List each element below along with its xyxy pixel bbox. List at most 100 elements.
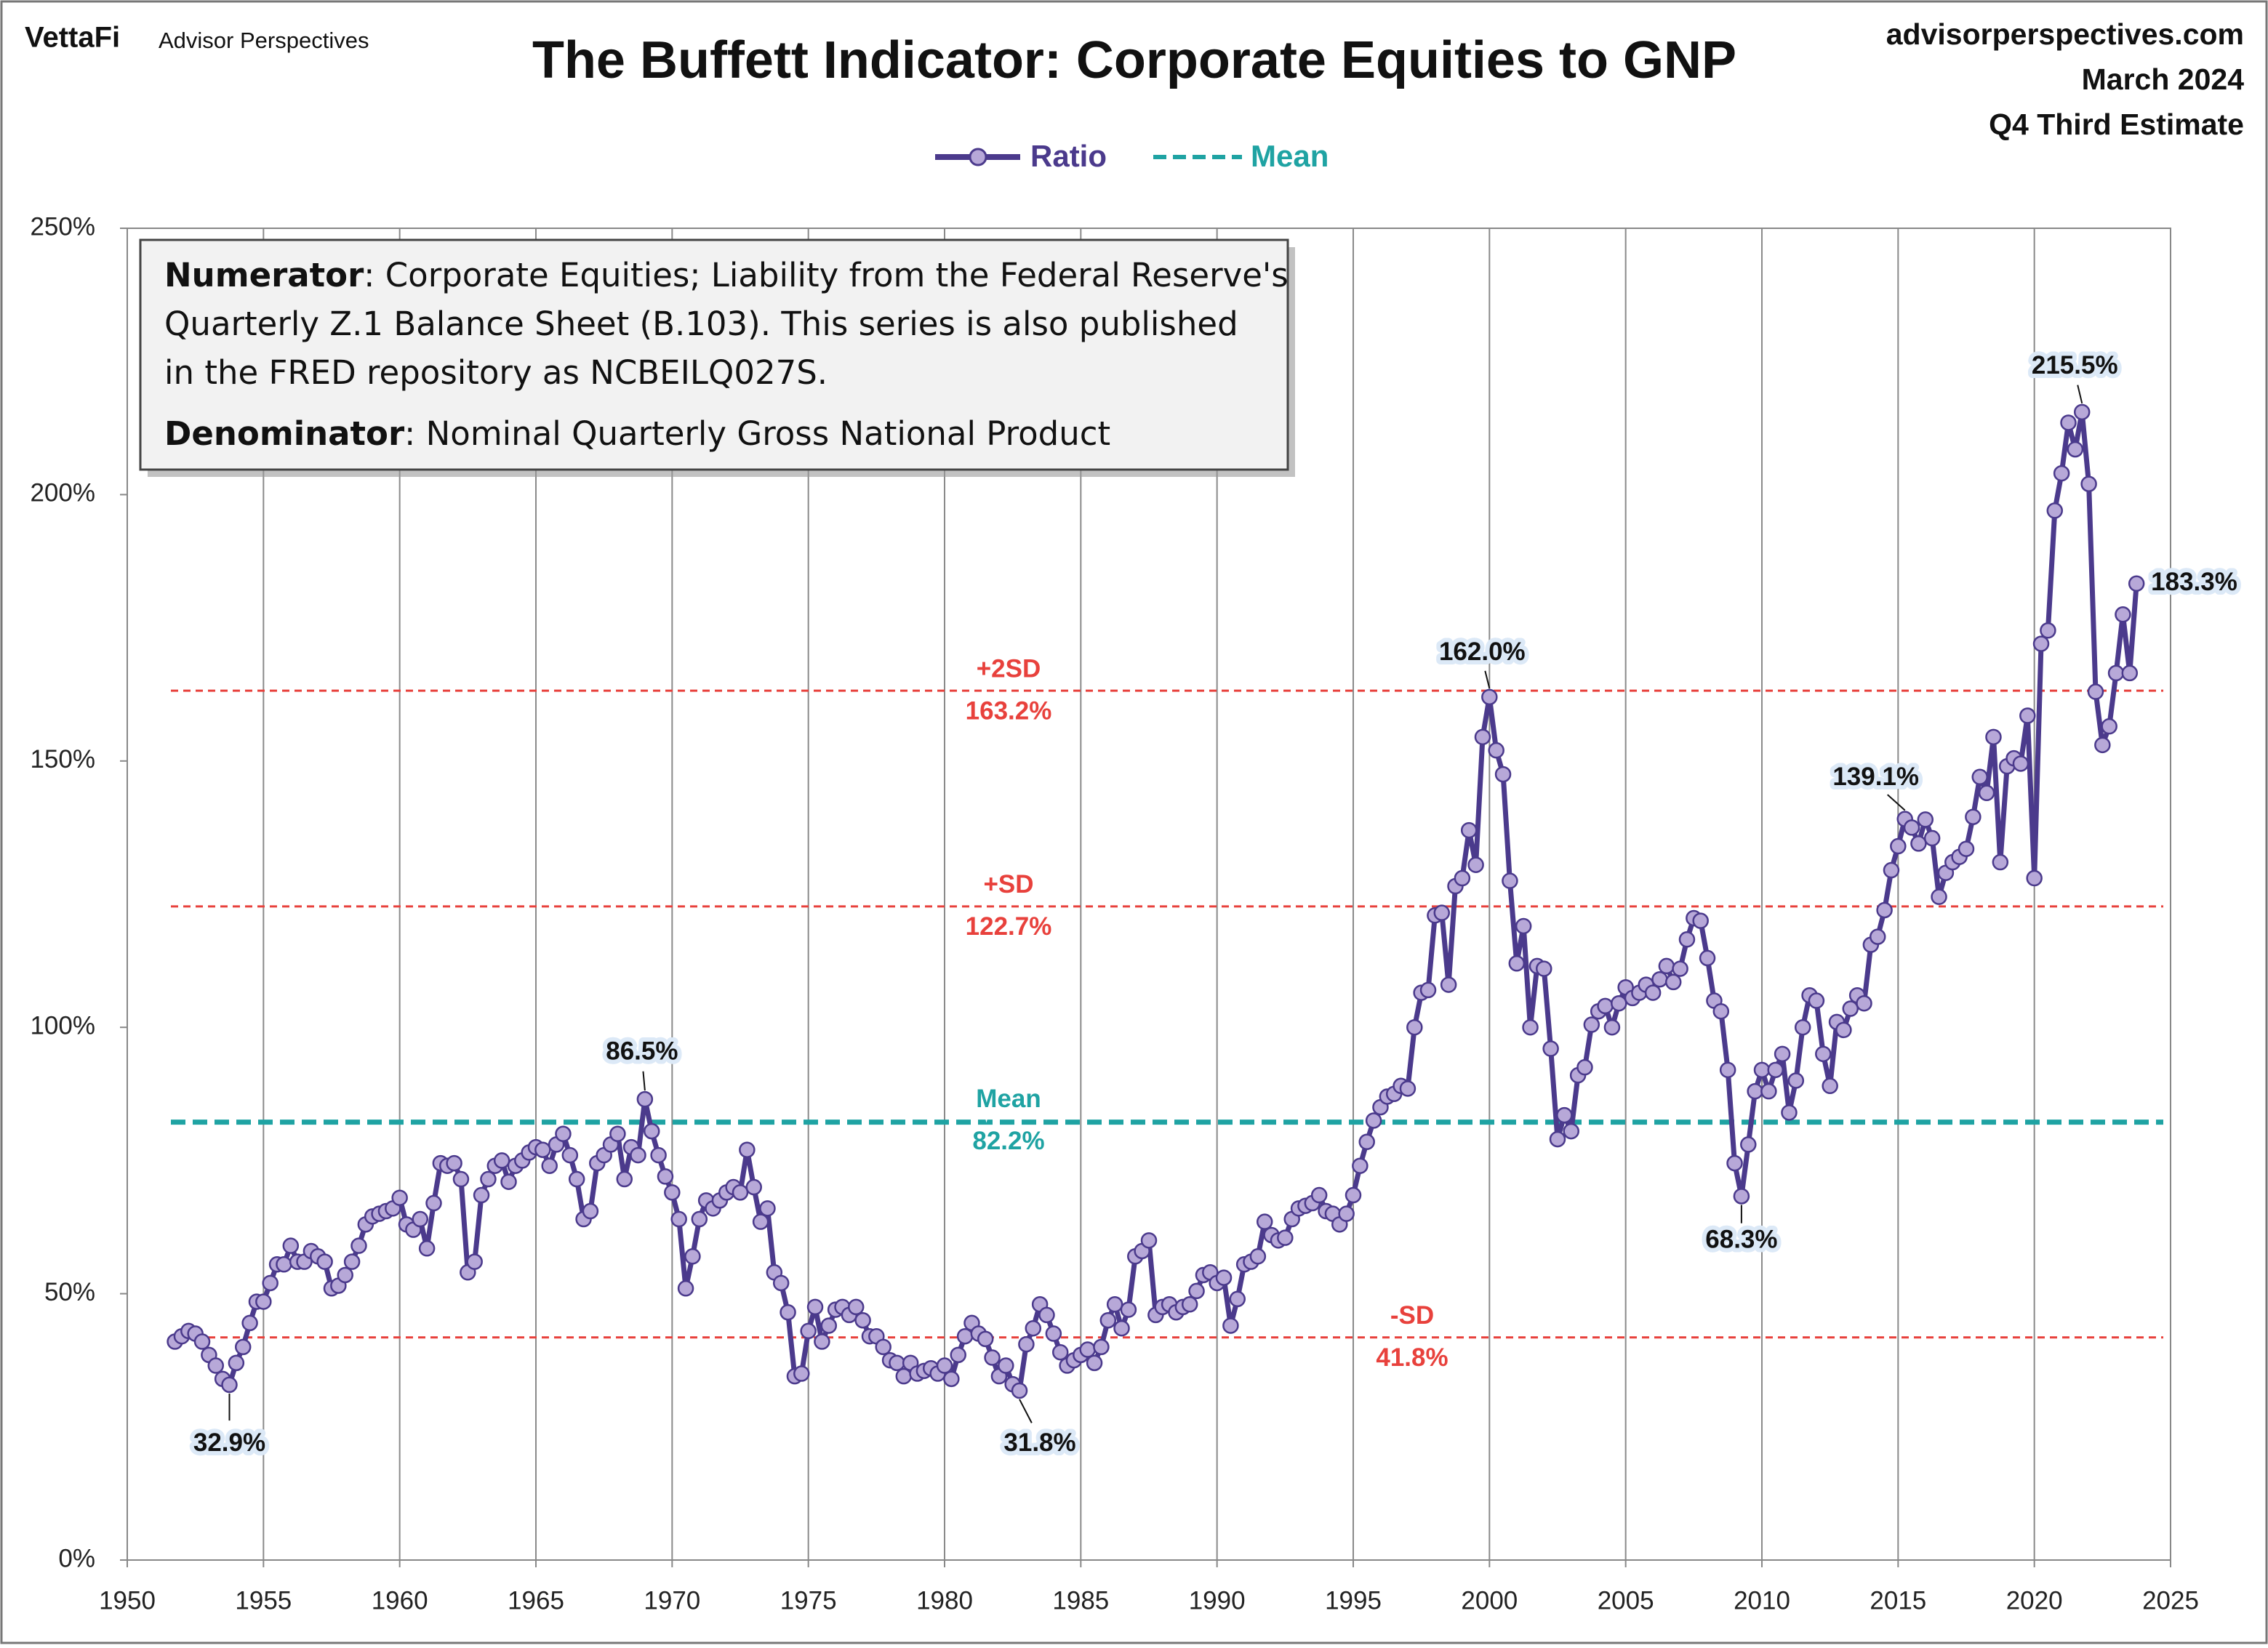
data-point: [541, 1157, 558, 1174]
data-point: [1406, 1018, 1423, 1036]
data-point: [1835, 1021, 1852, 1039]
data-point: [752, 1213, 769, 1230]
data-point: [1352, 1157, 1369, 1174]
data-point: [337, 1266, 353, 1284]
legend: Ratio Mean: [935, 139, 1329, 173]
data-point: [1965, 808, 1982, 825]
data-point: [1079, 1341, 1096, 1358]
data-point: [350, 1237, 367, 1254]
mean-value-label: 82.2%: [972, 1127, 1044, 1155]
data-point: [446, 1154, 462, 1172]
value-label: 86.5%: [606, 1037, 678, 1065]
leader-line: [1019, 1399, 1033, 1423]
data-point: [950, 1346, 966, 1364]
data-point: [664, 1184, 681, 1201]
data-point: [1733, 1188, 1750, 1205]
sd-value-label: 122.7%: [966, 912, 1052, 941]
data-point: [555, 1125, 572, 1143]
y-tick-label: 100%: [30, 1011, 95, 1040]
value-label: 139.1%: [1832, 763, 1919, 791]
value-label: 31.8%: [1003, 1428, 1075, 1457]
x-tick-label: 2025: [2142, 1586, 2199, 1615]
note-text: Quarterly Z.1 Balance Sheet (B.103). Thi…: [164, 305, 1238, 343]
legend-marker: [969, 148, 987, 166]
data-point: [895, 1367, 913, 1385]
data-point: [1856, 994, 1872, 1012]
data-point: [2067, 441, 2084, 458]
data-point: [1277, 1229, 1294, 1246]
data-point: [500, 1173, 517, 1190]
data-point: [1093, 1338, 1110, 1356]
data-point: [1018, 1335, 1035, 1353]
data-point: [650, 1146, 667, 1164]
data-point: [1931, 888, 1947, 905]
sd-value-label: 163.2%: [966, 696, 1052, 725]
data-point: [1488, 741, 1504, 759]
data-point: [1971, 768, 1988, 786]
x-tick-label: 1955: [235, 1586, 292, 1615]
data-point: [1958, 840, 1975, 857]
date: March 2024: [2082, 63, 2245, 96]
data-point: [1508, 955, 1526, 972]
y-tick-label: 250%: [30, 212, 95, 241]
data-point: [1822, 1077, 1838, 1095]
data-point: [1747, 1082, 1763, 1100]
data-point: [643, 1122, 660, 1140]
data-point: [2107, 664, 2125, 682]
publisher: Advisor Perspectives: [159, 28, 369, 53]
legend-label: Ratio: [1030, 139, 1107, 173]
x-tick-label: 1995: [1325, 1586, 1382, 1615]
data-point: [814, 1333, 830, 1350]
data-point: [1672, 960, 1688, 977]
value-label: 183.3%: [2151, 568, 2237, 596]
data-point: [1338, 1205, 1355, 1222]
note-line: in the FRED repository as NCBEILQ027S.: [164, 353, 828, 392]
data-point: [998, 1357, 1014, 1374]
data-point: [684, 1248, 701, 1265]
x-tick-label: 1970: [644, 1586, 700, 1615]
note-label: Denominator: [164, 414, 405, 453]
data-point: [1692, 912, 1709, 929]
data-point: [1842, 1000, 1859, 1017]
x-tick-label: 2005: [1598, 1586, 1654, 1615]
leader-line: [1484, 670, 1491, 689]
sd-value-label: 41.8%: [1376, 1343, 1448, 1372]
data-point: [1481, 688, 1498, 706]
data-point: [1460, 821, 1478, 839]
data-point: [1767, 1061, 1784, 1079]
data-point: [1222, 1317, 1239, 1334]
x-tick-label: 1960: [372, 1586, 428, 1615]
data-point: [1549, 1130, 1566, 1148]
x-tick-label: 1965: [508, 1586, 564, 1615]
data-point: [1038, 1306, 1055, 1324]
data-point: [1181, 1296, 1198, 1313]
data-point: [1310, 1186, 1328, 1204]
y-tick-label: 0%: [58, 1544, 95, 1572]
data-point: [1815, 1045, 1832, 1063]
site: advisorperspectives.com: [1886, 17, 2244, 51]
data-point: [2032, 635, 2050, 652]
plot-area: 1950 1955 1960 1965 1970 1975 1980 1985 1990 1995…: [30, 212, 2241, 1615]
note-text: in the FRED repository as NCBEILQ027S.: [164, 353, 828, 392]
data-point: [1808, 992, 1825, 1009]
x-tick-label: 1990: [1189, 1586, 1246, 1615]
data-point: [1365, 1112, 1382, 1129]
brand: VettaFi: [25, 22, 120, 54]
data-point: [609, 1125, 626, 1143]
data-point: [1603, 1018, 1621, 1036]
x-tick-label: 2020: [2006, 1586, 2063, 1615]
data-point: [1910, 835, 1927, 852]
data-point: [1985, 728, 2002, 746]
data-point: [262, 1274, 279, 1292]
sd-name: +SD: [983, 870, 1033, 899]
leader-line: [642, 1071, 646, 1091]
note-box: [139, 238, 1289, 471]
data-point: [1188, 1282, 1205, 1300]
data-point: [391, 1189, 408, 1206]
data-point: [616, 1170, 633, 1188]
data-point: [780, 1303, 796, 1321]
data-point: [2128, 575, 2145, 592]
data-point: [984, 1349, 1001, 1366]
data-point: [2040, 622, 2056, 639]
